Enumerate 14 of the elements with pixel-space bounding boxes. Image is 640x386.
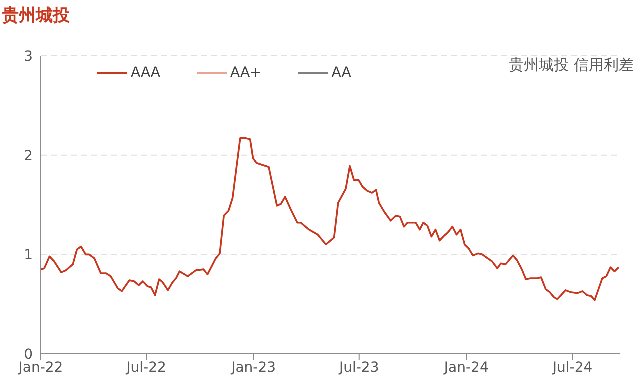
annotation: 贵州城投 信用利差 xyxy=(509,56,634,75)
legend-label: AA xyxy=(332,65,352,81)
legend-label: AAA xyxy=(131,65,161,81)
y-tick-label: 1 xyxy=(24,248,33,264)
x-tick-label: Jul-24 xyxy=(552,360,593,376)
legend-label: AA+ xyxy=(230,65,262,81)
x-tick-label: Jul-22 xyxy=(126,360,166,376)
line-series xyxy=(41,138,620,302)
x-tick-label: Jan-24 xyxy=(443,360,489,376)
x-tick-label: Jan-23 xyxy=(230,360,276,376)
y-tick-label: 2 xyxy=(24,148,33,164)
chart-title: 贵州城投 xyxy=(2,5,70,27)
y-tick-label: 3 xyxy=(24,48,33,65)
x-tick-label: Jul-23 xyxy=(338,360,380,376)
